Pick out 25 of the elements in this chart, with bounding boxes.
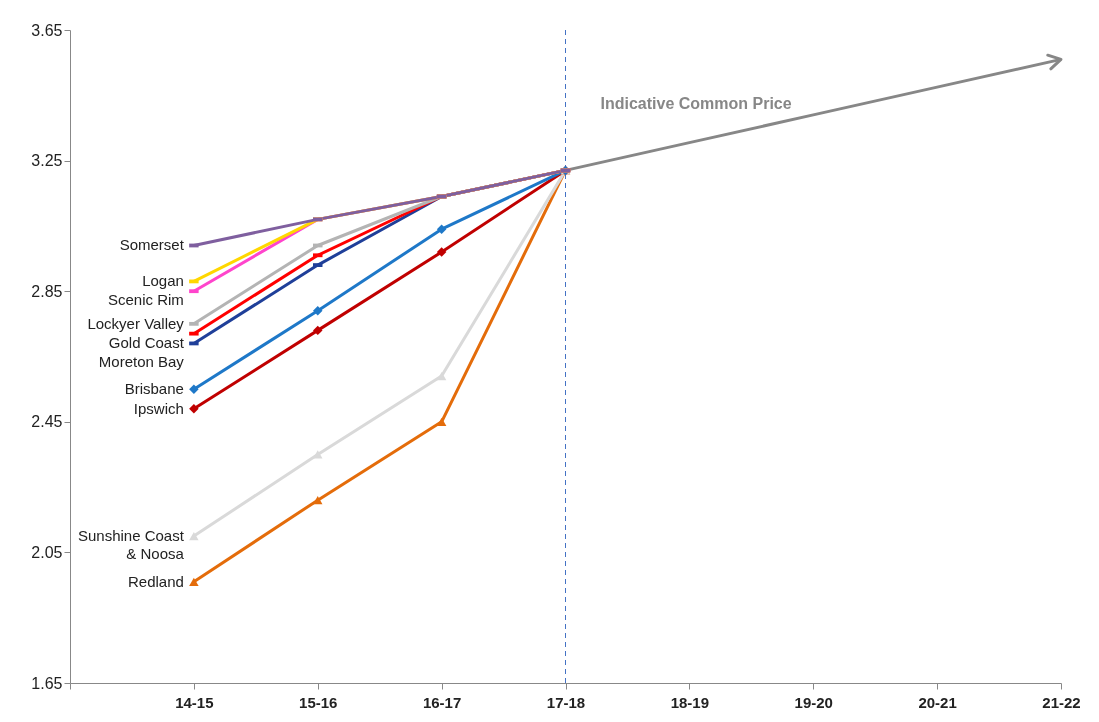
x-tick-label: 16-17 xyxy=(422,693,462,711)
y-tick-label: 2.85 xyxy=(31,282,63,300)
x-tick-label: 17-18 xyxy=(546,693,586,711)
x-tick-label: 21-22 xyxy=(1042,693,1081,711)
series-label: Scenic Rim xyxy=(108,291,184,309)
series-label: Moreton Bay xyxy=(98,352,185,370)
y-tick-label: 3.25 xyxy=(31,152,63,170)
series-label: Indicative Common Price xyxy=(600,95,792,113)
series-label: Redland xyxy=(127,572,184,590)
x-tick-label: 15-16 xyxy=(299,693,338,711)
series-label: Somerset xyxy=(119,236,185,254)
y-tick-label: 2.45 xyxy=(31,413,63,431)
y-tick-label: 2.05 xyxy=(31,543,63,561)
series-label: Ipswich xyxy=(133,399,184,417)
series-label: Gold Coast xyxy=(108,333,185,351)
y-tick-label: 1.65 xyxy=(31,674,63,692)
x-tick-label: 18-19 xyxy=(670,693,710,711)
y-tick-label: 3.65 xyxy=(31,21,63,39)
x-tick-label: 20-21 xyxy=(918,693,957,711)
series-label: Logan xyxy=(142,272,184,290)
x-tick-label: 14-15 xyxy=(175,693,214,711)
series-label: Lockyer Valley xyxy=(87,314,185,332)
series-label: Brisbane xyxy=(124,380,184,398)
series-label: Sunshine Coast & Noosa xyxy=(77,527,185,563)
x-tick-label: 19-20 xyxy=(794,693,833,711)
